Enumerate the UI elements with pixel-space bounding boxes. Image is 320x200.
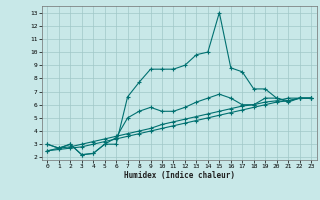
X-axis label: Humidex (Indice chaleur): Humidex (Indice chaleur) (124, 171, 235, 180)
